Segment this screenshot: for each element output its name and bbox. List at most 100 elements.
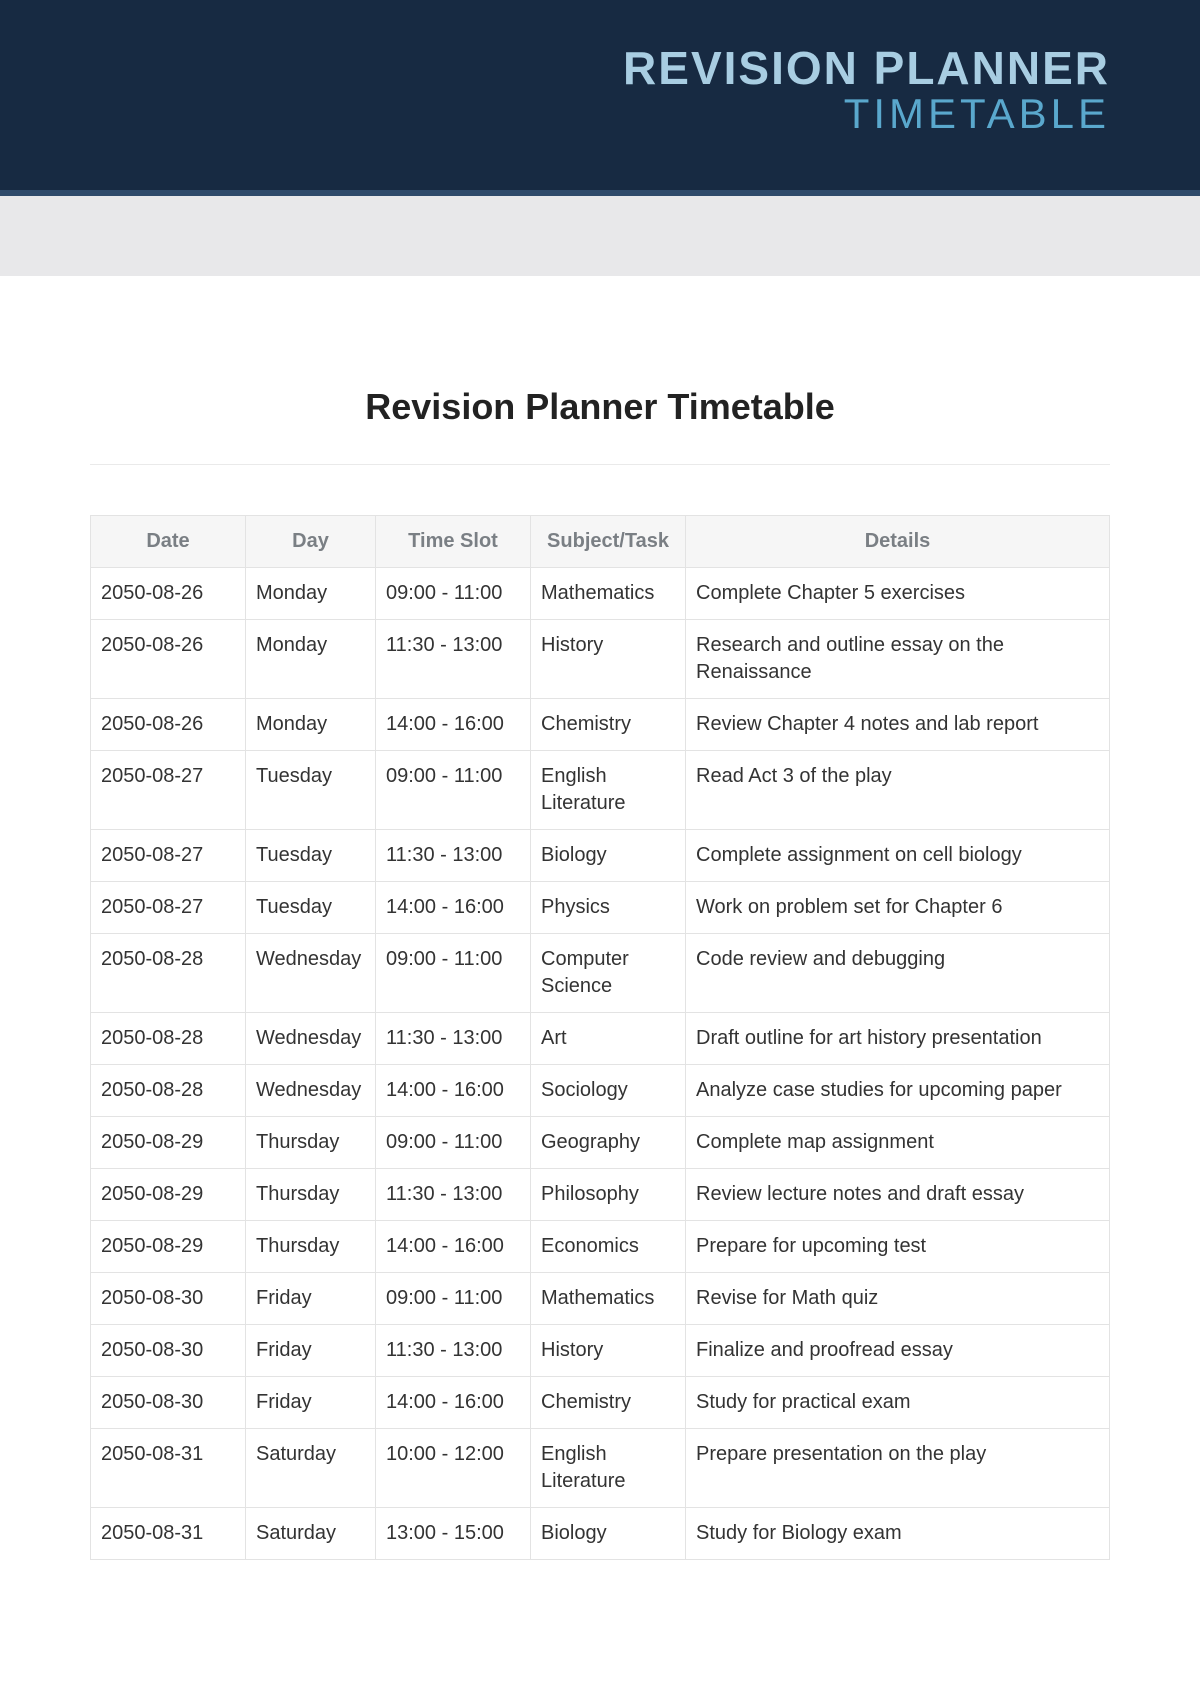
- cell-day: Tuesday: [246, 751, 376, 830]
- cell-day: Friday: [246, 1325, 376, 1377]
- cell-date: 2050-08-28: [91, 934, 246, 1013]
- banner-title: REVISION PLANNER: [0, 45, 1110, 91]
- cell-date: 2050-08-29: [91, 1117, 246, 1169]
- cell-day: Friday: [246, 1377, 376, 1429]
- cell-time: 09:00 - 11:00: [376, 568, 531, 620]
- table-row: 2050-08-31Saturday10:00 - 12:00English L…: [91, 1429, 1110, 1508]
- cell-date: 2050-08-29: [91, 1169, 246, 1221]
- cell-subject: Mathematics: [531, 1273, 686, 1325]
- cell-details: Code review and debugging: [686, 934, 1110, 1013]
- cell-subject: Economics: [531, 1221, 686, 1273]
- cell-day: Thursday: [246, 1221, 376, 1273]
- content: Revision Planner Timetable Date Day Time…: [0, 276, 1200, 1600]
- cell-time: 09:00 - 11:00: [376, 1273, 531, 1325]
- cell-time: 13:00 - 15:00: [376, 1508, 531, 1560]
- cell-day: Thursday: [246, 1169, 376, 1221]
- cell-subject: Biology: [531, 1508, 686, 1560]
- cell-date: 2050-08-30: [91, 1377, 246, 1429]
- table-row: 2050-08-26Monday11:30 - 13:00HistoryRese…: [91, 620, 1110, 699]
- table-row: 2050-08-30Friday14:00 - 16:00ChemistrySt…: [91, 1377, 1110, 1429]
- cell-day: Saturday: [246, 1429, 376, 1508]
- table-row: 2050-08-28Wednesday14:00 - 16:00Sociolog…: [91, 1065, 1110, 1117]
- cell-day: Tuesday: [246, 882, 376, 934]
- cell-date: 2050-08-28: [91, 1065, 246, 1117]
- cell-day: Monday: [246, 568, 376, 620]
- section-title: Revision Planner Timetable: [90, 386, 1110, 428]
- col-header-date: Date: [91, 516, 246, 568]
- cell-time: 14:00 - 16:00: [376, 1377, 531, 1429]
- timetable: Date Day Time Slot Subject/Task Details …: [90, 515, 1110, 1560]
- cell-date: 2050-08-31: [91, 1508, 246, 1560]
- cell-day: Wednesday: [246, 1065, 376, 1117]
- cell-date: 2050-08-26: [91, 568, 246, 620]
- cell-details: Study for Biology exam: [686, 1508, 1110, 1560]
- cell-day: Thursday: [246, 1117, 376, 1169]
- cell-subject: History: [531, 620, 686, 699]
- cell-date: 2050-08-26: [91, 620, 246, 699]
- cell-details: Read Act 3 of the play: [686, 751, 1110, 830]
- table-row: 2050-08-26Monday09:00 - 11:00Mathematics…: [91, 568, 1110, 620]
- cell-subject: Physics: [531, 882, 686, 934]
- cell-date: 2050-08-27: [91, 751, 246, 830]
- cell-time: 14:00 - 16:00: [376, 699, 531, 751]
- cell-day: Monday: [246, 699, 376, 751]
- cell-details: Complete Chapter 5 exercises: [686, 568, 1110, 620]
- cell-time: 09:00 - 11:00: [376, 934, 531, 1013]
- cell-details: Analyze case studies for upcoming paper: [686, 1065, 1110, 1117]
- cell-details: Complete map assignment: [686, 1117, 1110, 1169]
- table-row: 2050-08-27Tuesday09:00 - 11:00English Li…: [91, 751, 1110, 830]
- cell-subject: English Literature: [531, 1429, 686, 1508]
- cell-day: Monday: [246, 620, 376, 699]
- table-row: 2050-08-27Tuesday14:00 - 16:00PhysicsWor…: [91, 882, 1110, 934]
- cell-time: 11:30 - 13:00: [376, 1169, 531, 1221]
- cell-subject: Sociology: [531, 1065, 686, 1117]
- cell-time: 11:30 - 13:00: [376, 1013, 531, 1065]
- table-row: 2050-08-31Saturday13:00 - 15:00BiologySt…: [91, 1508, 1110, 1560]
- table-row: 2050-08-30Friday09:00 - 11:00Mathematics…: [91, 1273, 1110, 1325]
- cell-subject: Chemistry: [531, 1377, 686, 1429]
- table-row: 2050-08-28Wednesday11:30 - 13:00ArtDraft…: [91, 1013, 1110, 1065]
- cell-subject: Chemistry: [531, 699, 686, 751]
- cell-time: 10:00 - 12:00: [376, 1429, 531, 1508]
- cell-subject: Biology: [531, 830, 686, 882]
- cell-date: 2050-08-29: [91, 1221, 246, 1273]
- cell-subject: Art: [531, 1013, 686, 1065]
- cell-day: Saturday: [246, 1508, 376, 1560]
- cell-time: 14:00 - 16:00: [376, 1065, 531, 1117]
- cell-date: 2050-08-31: [91, 1429, 246, 1508]
- cell-details: Finalize and proofread essay: [686, 1325, 1110, 1377]
- table-row: 2050-08-30Friday11:30 - 13:00HistoryFina…: [91, 1325, 1110, 1377]
- table-row: 2050-08-29Thursday09:00 - 11:00Geography…: [91, 1117, 1110, 1169]
- cell-date: 2050-08-27: [91, 882, 246, 934]
- cell-time: 11:30 - 13:00: [376, 830, 531, 882]
- cell-subject: Geography: [531, 1117, 686, 1169]
- cell-subject: History: [531, 1325, 686, 1377]
- col-header-details: Details: [686, 516, 1110, 568]
- col-header-subject: Subject/Task: [531, 516, 686, 568]
- cell-day: Tuesday: [246, 830, 376, 882]
- section-divider: [90, 464, 1110, 465]
- col-header-day: Day: [246, 516, 376, 568]
- cell-date: 2050-08-30: [91, 1325, 246, 1377]
- cell-subject: Computer Science: [531, 934, 686, 1013]
- cell-time: 14:00 - 16:00: [376, 1221, 531, 1273]
- cell-time: 11:30 - 13:00: [376, 1325, 531, 1377]
- cell-date: 2050-08-26: [91, 699, 246, 751]
- gray-band: [0, 196, 1200, 276]
- cell-time: 14:00 - 16:00: [376, 882, 531, 934]
- cell-time: 09:00 - 11:00: [376, 751, 531, 830]
- cell-date: 2050-08-28: [91, 1013, 246, 1065]
- cell-details: Study for practical exam: [686, 1377, 1110, 1429]
- cell-day: Wednesday: [246, 1013, 376, 1065]
- table-row: 2050-08-27Tuesday11:30 - 13:00BiologyCom…: [91, 830, 1110, 882]
- col-header-time: Time Slot: [376, 516, 531, 568]
- cell-details: Review Chapter 4 notes and lab report: [686, 699, 1110, 751]
- cell-day: Wednesday: [246, 934, 376, 1013]
- cell-subject: Philosophy: [531, 1169, 686, 1221]
- cell-details: Work on problem set for Chapter 6: [686, 882, 1110, 934]
- cell-details: Review lecture notes and draft essay: [686, 1169, 1110, 1221]
- cell-date: 2050-08-30: [91, 1273, 246, 1325]
- cell-details: Draft outline for art history presentati…: [686, 1013, 1110, 1065]
- table-row: 2050-08-29Thursday11:30 - 13:00Philosoph…: [91, 1169, 1110, 1221]
- page: REVISION PLANNER TIMETABLE Revision Plan…: [0, 0, 1200, 1600]
